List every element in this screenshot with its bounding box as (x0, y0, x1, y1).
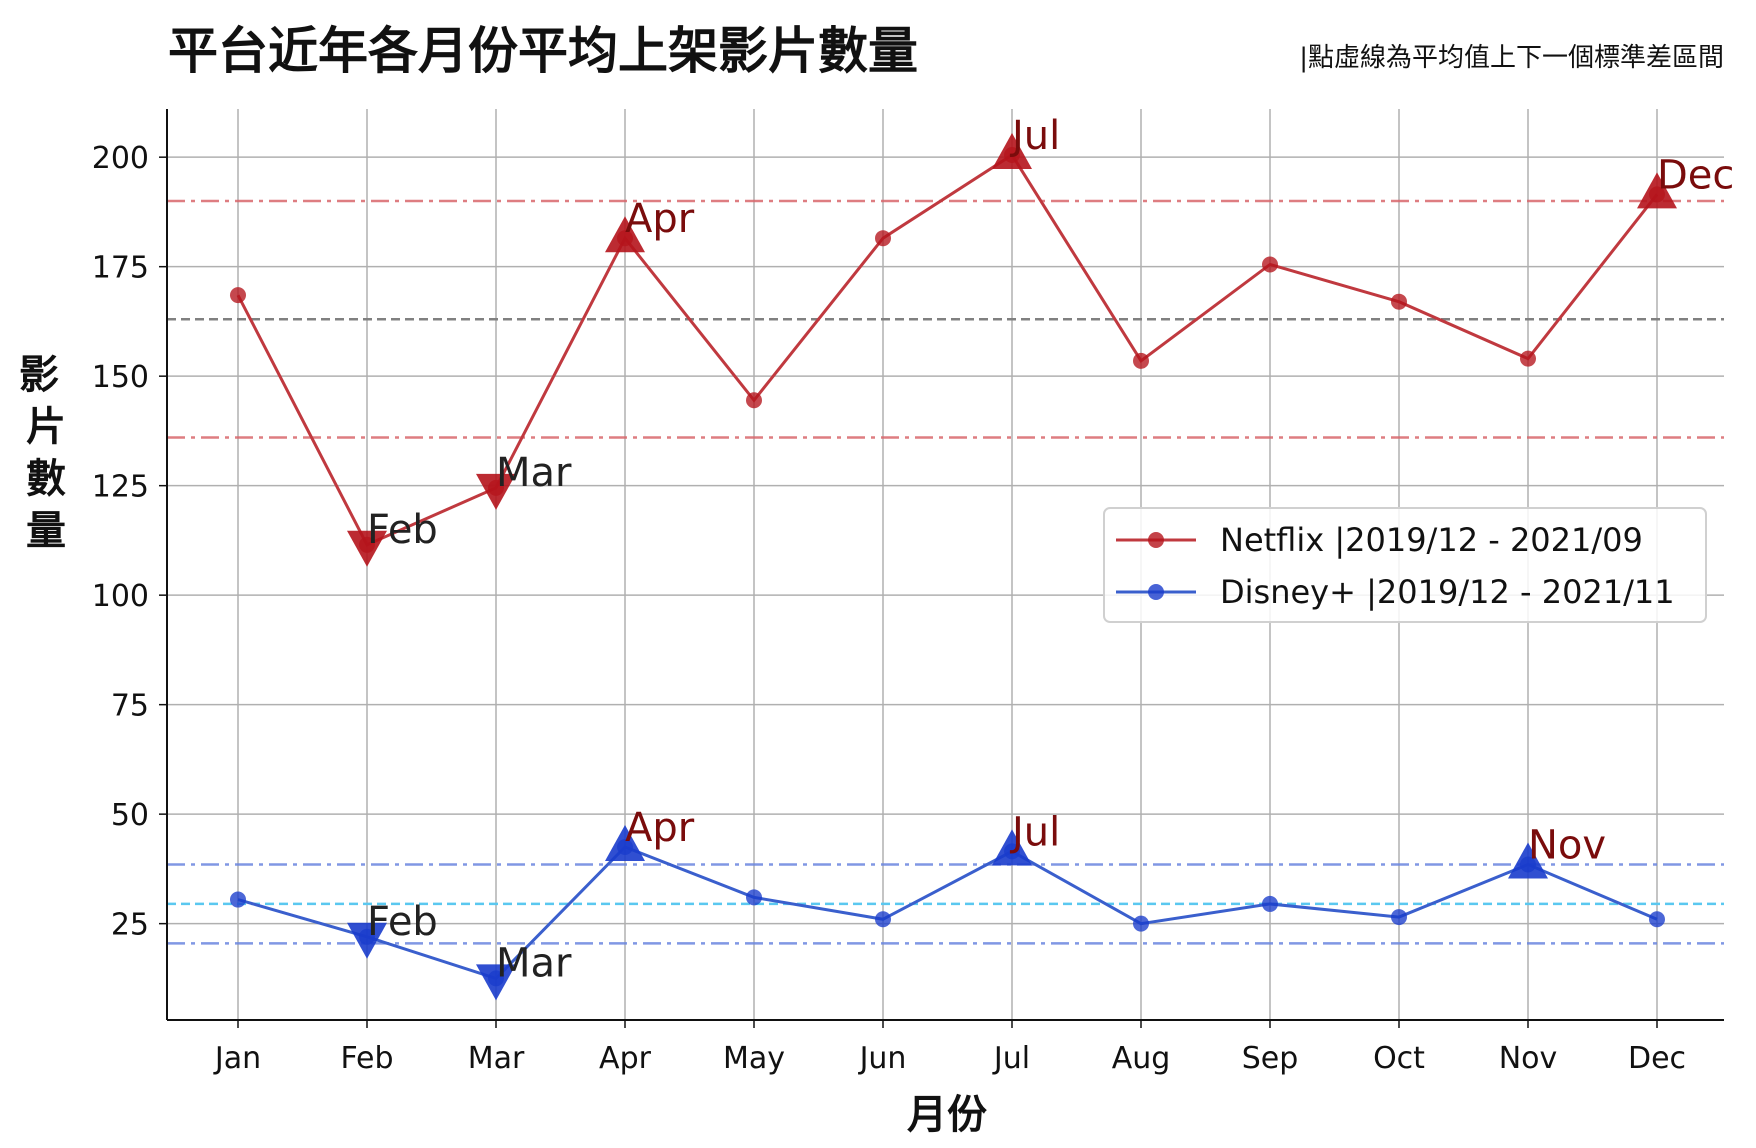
data-point (1133, 915, 1149, 932)
legend-label-disney: Disney+ |2019/12 - 2021/11 (1220, 573, 1675, 611)
peak-label: Dec (1657, 152, 1734, 198)
trough-marker (476, 964, 516, 1001)
series-line (236, 152, 1659, 547)
y-tick-label: 175 (92, 251, 149, 286)
x-tick-label: Jul (992, 1041, 1030, 1076)
data-point (1133, 352, 1149, 369)
trough-label: Mar (496, 940, 572, 986)
legend-marker-netflix (1148, 532, 1164, 548)
x-tick-label: Aug (1112, 1041, 1171, 1076)
trough-label: Feb (367, 899, 438, 945)
peak-marker (992, 132, 1032, 169)
y-axis-ticks: 25 50 75 100 125 150 175 200 (92, 141, 167, 943)
legend-label-netflix: Netflix |2019/12 - 2021/09 (1220, 521, 1643, 559)
x-tick-label: May (723, 1041, 785, 1076)
x-tick-label: Apr (599, 1041, 652, 1076)
y-tick-label: 100 (92, 579, 149, 614)
axes (166, 109, 1724, 1021)
peak-marker (1508, 842, 1548, 879)
x-tick-label: Jan (213, 1041, 261, 1076)
trough-label: Mar (496, 450, 572, 496)
peak-label: Jul (1009, 809, 1060, 855)
data-point (746, 392, 762, 409)
data-point (875, 911, 891, 928)
legend-box (1103, 507, 1707, 623)
legend: Netflix |2019/12 - 2021/09 Disney+ |2019… (1103, 507, 1707, 623)
y-tick-label: 125 (92, 470, 149, 505)
y-axis-label: 影 片數量 (19, 352, 73, 554)
data-point (1391, 293, 1407, 310)
peak-label: Apr (625, 805, 695, 851)
legend-marker-disney (1148, 584, 1164, 600)
peak-marker (992, 829, 1032, 866)
chart-title: 平台近年各月份平均上架影片數量 (168, 22, 918, 80)
x-tick-label: Oct (1373, 1041, 1425, 1076)
x-axis-ticks: Jan Feb Mar Apr May Jun Jul Aug Sep Oct Nov Dec (213, 1020, 1686, 1076)
reference-lines (167, 199, 1724, 945)
trough-marker (476, 473, 516, 510)
data-point (230, 891, 246, 908)
x-tick-label: Dec (1628, 1041, 1686, 1076)
peak-marker (1637, 172, 1677, 209)
data-point (1391, 909, 1407, 926)
annotations: Apr Jul Dec Feb Mar Apr Jul Nov Feb Mar (347, 113, 1734, 1001)
data-point (1262, 895, 1278, 912)
data-point (230, 287, 246, 304)
x-axis-label: 月份 (907, 1092, 987, 1138)
peak-label: Apr (625, 196, 695, 242)
y-tick-label: 50 (111, 798, 149, 833)
x-tick-label: Sep (1242, 1041, 1299, 1076)
data-point (1262, 256, 1278, 273)
trough-label: Feb (367, 507, 438, 553)
data-point (746, 889, 762, 906)
peak-marker (605, 216, 645, 253)
y-tick-label: 75 (111, 689, 149, 724)
x-tick-label: Nov (1499, 1041, 1558, 1076)
peak-marker (605, 824, 645, 861)
chart-subtitle: |點虛線為平均值上下一個標準差區間 (1299, 43, 1724, 73)
data-point (1649, 911, 1665, 928)
series-line (237, 845, 1658, 981)
data-point (875, 230, 891, 247)
y-tick-label: 25 (111, 908, 149, 943)
y-tick-label: 200 (92, 141, 149, 176)
x-tick-label: Mar (468, 1041, 525, 1076)
trough-marker (347, 530, 387, 567)
x-tick-label: Jun (858, 1041, 907, 1076)
data-point (1520, 350, 1536, 367)
trough-marker (347, 922, 387, 959)
x-tick-label: Feb (340, 1041, 393, 1076)
peak-label: Nov (1528, 823, 1606, 869)
peak-label: Jul (1009, 113, 1060, 159)
y-tick-label: 150 (92, 360, 149, 395)
